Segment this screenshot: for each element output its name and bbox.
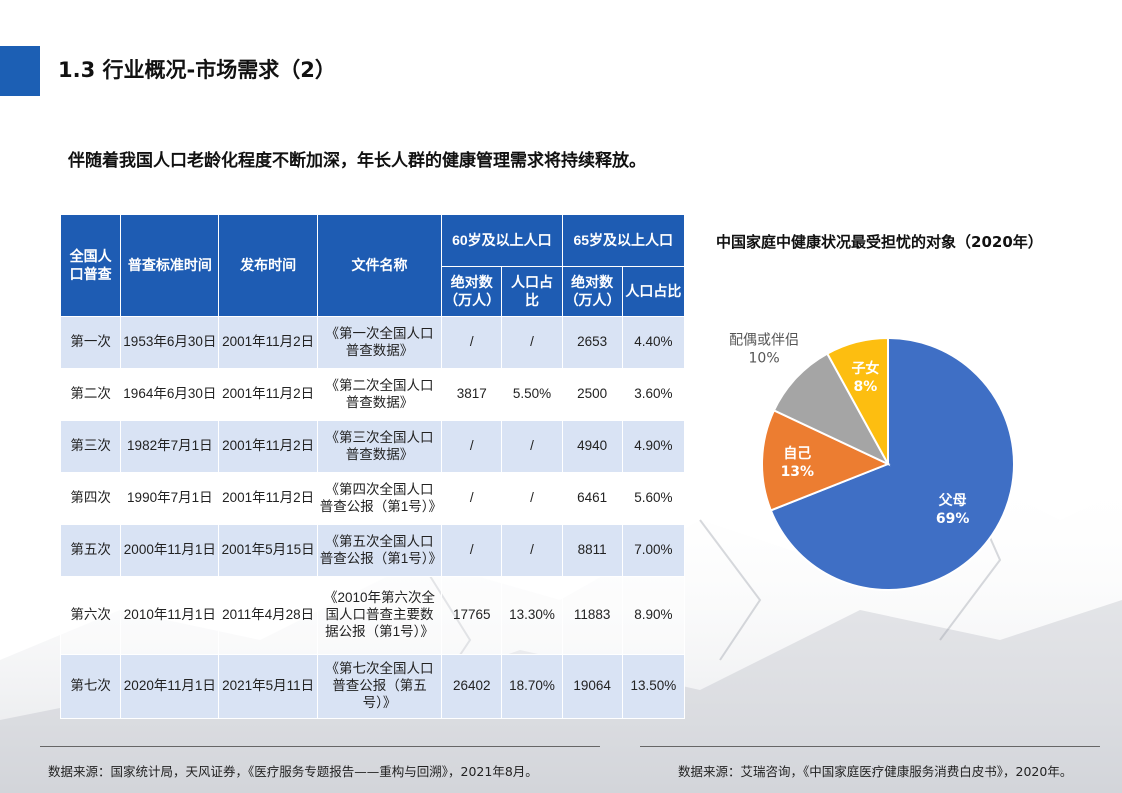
cell-doc-name: 《第一次全国人口普查数据》 bbox=[316, 316, 443, 369]
cell-abs-65: 8811 bbox=[561, 524, 623, 577]
label-spouse-value: 10% bbox=[749, 351, 780, 367]
cell-abs-60: / bbox=[441, 524, 503, 577]
label-children-value: 8% bbox=[854, 379, 878, 395]
cell-ratio-65: 4.40% bbox=[621, 316, 686, 369]
page-subtitle: 伴随着我国人口老龄化程度不断加深，年长人群的健康管理需求将持续释放。 bbox=[68, 151, 646, 171]
chart-title: 中国家庭中健康状况最受担忧的对象（2020年） bbox=[716, 233, 1043, 251]
header-ratio-65: 人口占比 bbox=[621, 266, 686, 317]
table-row: 第二次 1964年6月30日 2001年11月2日 《第二次全国人口普查数据》 3817… bbox=[59, 368, 686, 421]
cell-ratio-65: 13.50% bbox=[621, 654, 686, 719]
header-release-time: 发布时间 bbox=[218, 214, 318, 317]
cell-standard-time: 1953年6月30日 bbox=[120, 316, 220, 369]
label-spouse-name: 配偶或伴侣 bbox=[729, 333, 799, 349]
cell-ratio-60: / bbox=[501, 420, 563, 473]
header-abs-65: 绝对数（万人） bbox=[561, 266, 623, 317]
header-abs-60: 绝对数（万人） bbox=[441, 266, 503, 317]
cell-standard-time: 1964年6月30日 bbox=[120, 368, 220, 421]
cell-abs-65: 6461 bbox=[561, 472, 623, 525]
table-row: 第一次 1953年6月30日 2001年11月2日 《第一次全国人口普查数据》 //26… bbox=[59, 316, 686, 369]
slice-children bbox=[825, 336, 889, 465]
cell-abs-65: 11883 bbox=[561, 576, 623, 655]
label-parents-name: 父母 bbox=[938, 493, 967, 509]
table-row: 第六次 2010年11月1日 2011年4月28日 《2010年第六次全国人口普查主要… bbox=[59, 576, 686, 655]
page-title: 1.3 行业概况-市场需求（2） bbox=[58, 58, 336, 82]
cell-abs-60: / bbox=[441, 472, 503, 525]
cell-abs-60: / bbox=[441, 316, 503, 369]
cell-standard-time: 2000年11月1日 bbox=[120, 524, 220, 577]
cell-doc-name: 《2010年第六次全国人口普查主要数据公报（第1号）》 bbox=[316, 576, 443, 655]
cell-census: 第四次 bbox=[59, 472, 122, 525]
cell-ratio-60: 5.50% bbox=[501, 368, 563, 421]
pie-chart: 父母 69% 自己 13% 配偶或伴侣 10% 子女 8% bbox=[729, 333, 1015, 591]
cell-ratio-60: / bbox=[501, 472, 563, 525]
cell-ratio-65: 7.00% bbox=[621, 524, 686, 577]
slice-parents bbox=[769, 336, 1015, 591]
label-self-name: 自己 bbox=[783, 445, 811, 462]
cell-ratio-60: / bbox=[501, 524, 563, 577]
cell-census: 第五次 bbox=[59, 524, 122, 577]
cell-abs-60: / bbox=[441, 420, 503, 473]
cell-abs-60: 17765 bbox=[441, 576, 503, 655]
table-row: 第三次 1982年7月1日 2001年11月2日 《第三次全国人口普查数据》 //494… bbox=[59, 420, 686, 473]
table-row: 第五次 2000年11月1日 2001年5月15日 《第五次全国人口普查公报（第1号）… bbox=[59, 524, 686, 577]
cell-abs-60: 3817 bbox=[441, 368, 503, 421]
cell-standard-time: 1982年7月1日 bbox=[120, 420, 220, 473]
census-table: 全国人口普查 普查标准时间 发布时间 文件名称 60岁及以上人口 65岁及以上人… bbox=[59, 214, 686, 719]
cell-ratio-65: 8.90% bbox=[621, 576, 686, 655]
cell-release-time: 2011年4月28日 bbox=[218, 576, 318, 655]
source-divider-left bbox=[40, 746, 600, 747]
cell-ratio-60: / bbox=[501, 316, 563, 369]
cell-census: 第七次 bbox=[59, 654, 122, 719]
source-divider-right bbox=[640, 746, 1100, 747]
table-row: 第七次 2020年11月1日 2021年5月11日 《第七次全国人口普查公报（第五号）… bbox=[59, 654, 686, 719]
cell-ratio-60: 18.70% bbox=[501, 654, 563, 719]
cell-standard-time: 2010年11月1日 bbox=[120, 576, 220, 655]
label-parents: 父母 69% bbox=[936, 493, 970, 527]
cell-doc-name: 《第七次全国人口普查公报（第五号）》 bbox=[316, 654, 443, 719]
slice-spouse bbox=[772, 352, 891, 467]
cell-ratio-60: 13.30% bbox=[501, 576, 563, 655]
header-group-65: 65岁及以上人口 bbox=[561, 214, 686, 267]
label-children-name: 子女 bbox=[851, 360, 879, 377]
cell-ratio-65: 3.60% bbox=[621, 368, 686, 421]
cell-ratio-65: 4.90% bbox=[621, 420, 686, 473]
cell-ratio-65: 5.60% bbox=[621, 472, 686, 525]
label-children: 子女 8% bbox=[851, 360, 879, 395]
cell-census: 第六次 bbox=[59, 576, 122, 655]
title-accent-bar bbox=[0, 46, 40, 96]
header-group-60: 60岁及以上人口 bbox=[441, 214, 563, 267]
cell-abs-65: 2500 bbox=[561, 368, 623, 421]
header-census: 全国人口普查 bbox=[59, 214, 122, 317]
cell-abs-65: 19064 bbox=[561, 654, 623, 719]
source-right: 数据来源：艾瑞咨询，《中国家庭医疗健康服务消费白皮书》，2020年。 bbox=[678, 764, 1073, 779]
cell-abs-65: 4940 bbox=[561, 420, 623, 473]
header-ratio-60: 人口占比 bbox=[501, 266, 563, 317]
table-row: 第四次 1990年7月1日 2001年11月2日 《第四次全国人口普查公报（第1号）》… bbox=[59, 472, 686, 525]
cell-release-time: 2001年11月2日 bbox=[218, 472, 318, 525]
header-doc-name: 文件名称 bbox=[316, 214, 443, 317]
cell-doc-name: 《第三次全国人口普查数据》 bbox=[316, 420, 443, 473]
cell-census: 第一次 bbox=[59, 316, 122, 369]
cell-abs-65: 2653 bbox=[561, 316, 623, 369]
label-self: 自己 13% bbox=[781, 445, 815, 480]
cell-doc-name: 《第四次全国人口普查公报（第1号）》 bbox=[316, 472, 443, 525]
source-left: 数据来源：国家统计局，天风证券，《医疗服务专题报告——重构与回溯》，2021年8… bbox=[48, 764, 538, 779]
cell-standard-time: 2020年11月1日 bbox=[120, 654, 220, 719]
cell-doc-name: 《第五次全国人口普查公报（第1号）》 bbox=[316, 524, 443, 577]
cell-release-time: 2001年11月2日 bbox=[218, 420, 318, 473]
slice-self bbox=[761, 409, 891, 512]
label-spouse: 配偶或伴侣 10% bbox=[729, 333, 799, 367]
label-self-value: 13% bbox=[781, 464, 815, 480]
cell-doc-name: 《第二次全国人口普查数据》 bbox=[316, 368, 443, 421]
header-standard-time: 普查标准时间 bbox=[120, 214, 220, 317]
cell-standard-time: 1990年7月1日 bbox=[120, 472, 220, 525]
label-parents-value: 69% bbox=[936, 511, 970, 527]
cell-census: 第二次 bbox=[59, 368, 122, 421]
cell-release-time: 2001年11月2日 bbox=[218, 316, 318, 369]
cell-release-time: 2021年5月11日 bbox=[218, 654, 318, 719]
cell-release-time: 2001年5月15日 bbox=[218, 524, 318, 577]
cell-abs-60: 26402 bbox=[441, 654, 503, 719]
cell-release-time: 2001年11月2日 bbox=[218, 368, 318, 421]
cell-census: 第三次 bbox=[59, 420, 122, 473]
